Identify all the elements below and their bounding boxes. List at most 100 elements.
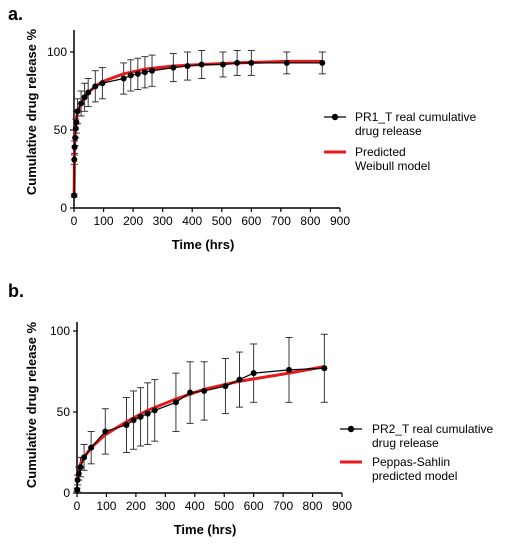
panel-b-x-tick-label: 700 <box>273 499 293 513</box>
panel-a-series <box>70 49 326 199</box>
panel-b-x-axis-title: Time (hrs) <box>174 522 237 537</box>
panel-b-data-point <box>88 444 95 451</box>
panel-b-y-tick-label: 50 <box>57 405 71 419</box>
panel-b-legend-real-label-line2: drug release <box>372 436 439 450</box>
panel-b-data-point <box>137 413 144 420</box>
panel-a-data-point <box>283 59 290 66</box>
panel-b-data-point <box>144 410 151 417</box>
panel-b-data-point <box>286 366 292 373</box>
panel-b-data-point <box>187 389 194 396</box>
panel-a-data-point <box>219 61 226 68</box>
panel-b-data-point <box>74 486 81 493</box>
panel-b-legend-real-marker <box>347 425 355 433</box>
panel-a-x-ticks: 0 100 200 300 400 500 600 700 800 900 <box>71 208 350 228</box>
panel-a-y-tick-label: 0 <box>60 201 67 215</box>
panel-a-data-point <box>319 59 326 66</box>
panel-a-legend-real-marker <box>331 113 339 121</box>
panel-a-data-point <box>198 61 205 68</box>
panel-a-x-tick-label: 800 <box>300 214 320 228</box>
panel-a-data-point <box>72 125 79 132</box>
panel-b-data-point <box>77 464 84 471</box>
panel-b-data-point <box>123 421 130 428</box>
panel-a-data-point <box>85 89 92 96</box>
panel-b-x-ticks: 0 100 200 300 400 500 600 700 800 900 <box>74 493 352 513</box>
panel-a-label: a. <box>8 4 23 24</box>
panel-a-data-point <box>71 144 78 151</box>
panel-a-data-point <box>72 134 79 141</box>
panel-a-legend-model-label-line1: Predicted <box>355 145 406 159</box>
panel-b-x-tick-label: 400 <box>185 499 205 513</box>
panel-b-x-tick-label: 900 <box>332 499 352 513</box>
panel-a: a. Cumulative drug release % Time (hrs) … <box>8 4 476 252</box>
panel-a-data-point <box>127 72 134 79</box>
panel-a-x-tick-label: 400 <box>182 214 202 228</box>
panel-b-data-point <box>130 417 137 424</box>
panel-a-x-tick-label: 600 <box>241 214 261 228</box>
panel-a-x-tick-label: 900 <box>330 214 350 228</box>
panel-b-data-point <box>151 407 158 414</box>
panel-b-x-tick-label: 800 <box>303 499 323 513</box>
panel-b-x-tick-label: 200 <box>126 499 146 513</box>
panel-a-data-point <box>184 63 191 70</box>
panel-a-data-point <box>73 119 80 126</box>
panel-b: b. Cumulative drug release % Time (hrs) … <box>8 281 493 537</box>
panel-b-real-line <box>76 367 325 490</box>
panel-b-x-tick-label: 100 <box>96 499 116 513</box>
panel-a-x-tick-label: 100 <box>94 214 114 228</box>
panel-b-data-point <box>236 376 243 383</box>
panel-a-data-point <box>149 67 156 74</box>
panel-a-x-axis-title: Time (hrs) <box>172 237 235 252</box>
panel-b-data-point <box>75 470 82 477</box>
panel-b-legend: PR2_T real cumulative drug release Peppa… <box>340 422 493 483</box>
panel-b-x-tick-label: 600 <box>244 499 264 513</box>
panel-a-data-point <box>74 108 81 115</box>
panel-a-data-point <box>170 64 177 71</box>
panel-b-legend-real-label-line1: PR2_T real cumulative <box>372 422 493 436</box>
panel-b-label: b. <box>8 281 24 301</box>
panel-a-data-point <box>234 59 241 66</box>
panel-a-data-point <box>120 75 127 82</box>
panel-a-legend: PR1_T real cumulative drug release Predi… <box>324 110 476 173</box>
panel-b-legend-model-label-line1: Peppas-Sahlin <box>372 455 450 469</box>
panel-a-y-tick-label: 100 <box>47 45 67 59</box>
panel-b-data-point <box>102 428 109 435</box>
panel-a-legend-model-label-line2: Weibull model <box>355 159 430 173</box>
panel-b-data-point <box>321 365 328 372</box>
panel-b-x-tick-label: 500 <box>214 499 234 513</box>
panel-b-x-tick-label: 0 <box>74 499 81 513</box>
panel-b-y-ticks: 0 50 100 <box>50 324 77 500</box>
panel-b-series <box>73 333 328 493</box>
panel-a-data-point <box>92 83 99 90</box>
panel-a-x-tick-label: 500 <box>212 214 232 228</box>
panel-b-data-point <box>250 370 257 377</box>
panel-b-x-tick-label: 300 <box>155 499 175 513</box>
panel-b-data-point <box>172 399 179 406</box>
panel-a-data-point <box>78 100 85 107</box>
panel-b-y-axis-title: Cumulative drug release % <box>24 321 39 488</box>
panel-b-data-point <box>201 387 208 394</box>
panel-a-y-tick-label: 50 <box>54 123 68 137</box>
panel-a-x-tick-label: 700 <box>271 214 291 228</box>
panel-a-y-ticks: 0 50 100 <box>47 45 74 215</box>
panel-a-data-point <box>141 69 148 76</box>
panel-a-y-axis-title: Cumulative drug release % <box>24 28 39 195</box>
panel-a-data-point <box>81 94 88 101</box>
panel-b-data-point <box>222 383 229 390</box>
panel-b-legend-model-label-line2: predicted model <box>372 469 457 483</box>
panel-b-data-point <box>74 477 81 484</box>
panel-b-model-curve <box>75 365 326 482</box>
panel-a-data-point <box>99 80 106 87</box>
panel-a-real-line <box>73 62 323 196</box>
panel-b-y-tick-label: 0 <box>63 486 70 500</box>
panel-a-data-point <box>134 70 141 77</box>
panel-a-data-point <box>71 156 78 163</box>
panel-a-data-point <box>248 59 255 66</box>
panel-a-data-point <box>71 192 78 199</box>
panel-b-data-point <box>81 454 88 461</box>
panel-b-y-tick-label: 100 <box>50 324 70 338</box>
panel-a-x-tick-label: 200 <box>123 214 143 228</box>
panel-a-legend-real-label-line1: PR1_T real cumulative <box>355 110 476 124</box>
panel-a-legend-real-label-line2: drug release <box>355 124 422 138</box>
panel-a-x-tick-label: 300 <box>153 214 173 228</box>
